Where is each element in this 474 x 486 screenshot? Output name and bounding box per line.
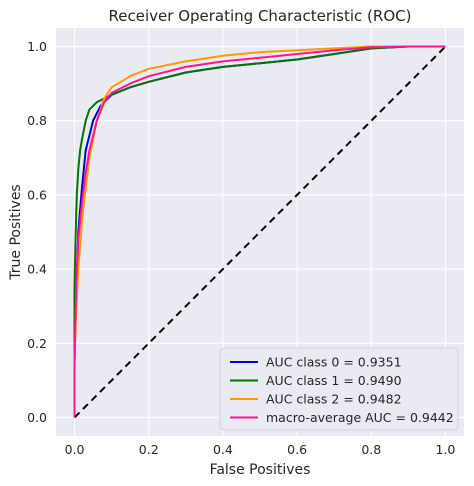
x-tick-label: 0.6 [287, 442, 307, 457]
legend-box [219, 347, 459, 431]
roc-line-3 [73, 45, 446, 418]
x-tick-label: 0.8 [361, 442, 381, 457]
x-tick-label: 0.4 [213, 442, 233, 457]
legend-label: AUC class 0 = 0.9351 [266, 355, 402, 370]
y-tick-label: 0.0 [27, 410, 47, 425]
y-tick-label: 0.4 [27, 262, 47, 277]
series-layer [73, 45, 447, 419]
legend-label: AUC class 1 = 0.9490 [266, 373, 402, 388]
x-tick-label: 1.0 [436, 442, 456, 457]
y-tick-label: 0.2 [27, 336, 47, 351]
x-axis-label: False Positives [210, 462, 311, 478]
grid [56, 28, 464, 436]
chart-title: Receiver Operating Characteristic (ROC) [109, 7, 412, 25]
y-tick-label: 0.8 [27, 113, 47, 128]
y-tick-label: 0.6 [27, 187, 47, 202]
y-tick-labels: 0.0 0.2 0.4 0.6 0.8 1.0 [27, 39, 47, 425]
legend: AUC class 0 = 0.9351 AUC class 1 = 0.9490… [219, 347, 459, 431]
x-tick-labels: 0.0 0.2 0.4 0.6 0.8 1.0 [65, 442, 456, 457]
roc-line-2 [73, 45, 446, 418]
x-tick-label: 0.0 [65, 442, 85, 457]
x-tick-label: 0.2 [139, 442, 159, 457]
legend-label: macro-average AUC = 0.9442 [266, 410, 454, 425]
chance-line [73, 45, 447, 419]
legend-label: AUC class 2 = 0.9482 [266, 392, 402, 407]
y-axis-label: True Positives [8, 184, 24, 280]
y-tick-label: 1.0 [27, 39, 47, 54]
